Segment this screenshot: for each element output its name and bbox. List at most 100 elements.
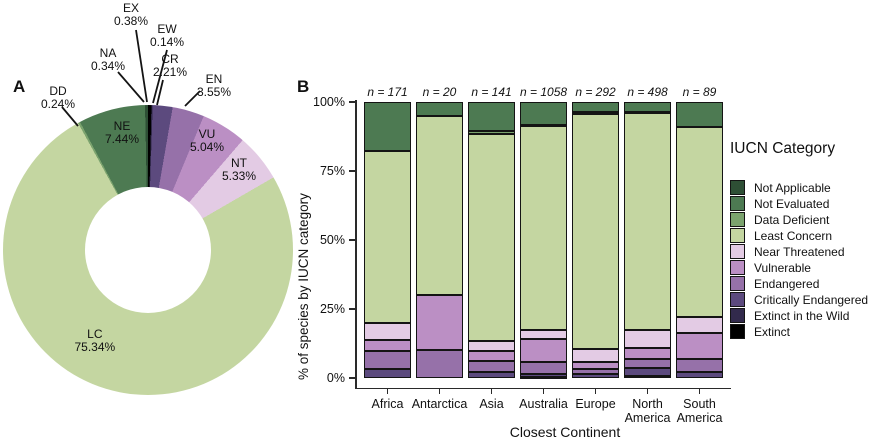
bar-segment-not-evaluated (364, 102, 411, 151)
legend-item-extinct-in-the-wild: Extinct in the Wild (728, 308, 873, 323)
donut-label-value: 3.55% (197, 84, 232, 99)
bar-stack (624, 102, 671, 378)
bar-segment-critically-endangered (624, 368, 671, 376)
bar-plot-area: n = 171 n = 20 n = 141 n = 1058 n = 292 n = 4… (357, 85, 727, 379)
panel-a-label: A (13, 77, 26, 96)
donut-chart (3, 105, 293, 395)
bar-segment-least-concern (468, 134, 515, 341)
x-tick-label: South America (676, 397, 723, 425)
legend-item-near-threatened: Near Threatened (728, 244, 873, 259)
x-axis-title: Closest Continent (509, 424, 621, 440)
x-tick-label: Antarctica (411, 397, 468, 411)
bar-segment-least-concern (416, 116, 463, 295)
donut-label-value: 0.38% (114, 13, 149, 28)
donut-label-en: EN 3.55% (197, 73, 231, 98)
bar-segment-not-evaluated (468, 102, 515, 131)
bar-segment-critically-endangered (468, 372, 515, 378)
bar-segment-near-threatened (364, 323, 411, 340)
bar-stack (676, 102, 723, 378)
bar-segment-data-deficient (572, 112, 619, 114)
bar-segment-vulnerable (520, 339, 567, 362)
bar-segment-vulnerable (416, 295, 463, 350)
bar-segment-vulnerable (364, 340, 411, 351)
donut-label-na: NA 0.34% (91, 47, 125, 72)
bar-count-label: n = 498 (627, 85, 668, 99)
donut-label-code: EX (123, 1, 140, 15)
bar-segment-extinct-in-the-wild (624, 376, 671, 378)
y-tick (349, 377, 355, 379)
y-tick-label: 50% (319, 232, 345, 247)
bar-segment-not-evaluated (520, 102, 567, 125)
donut-label-ne: NE 7.44% (105, 120, 139, 145)
bar-count-label: n = 292 (575, 85, 616, 99)
bar-segment-least-concern (364, 151, 411, 323)
y-tick (349, 239, 355, 241)
bar-segment-least-concern (520, 126, 567, 330)
bar-segment-endangered (364, 351, 411, 369)
legend-swatch (730, 276, 745, 291)
x-axis-line (355, 387, 731, 390)
bar-segment-extinct (520, 377, 567, 379)
bar-stack (364, 102, 411, 378)
bar-segment-not-evaluated (572, 102, 619, 112)
panel-a: A EX 0.38% EW 0.14% CR 2.21% EN 3.55% VU 5.04% NT 5… (0, 0, 310, 444)
donut-label-dd: DD 0.24% (41, 85, 75, 110)
donut-label-code: NA (99, 46, 117, 60)
x-tick-label: North America (624, 397, 671, 425)
legend-item-not-evaluated: Not Evaluated (728, 196, 873, 211)
legend: IUCN Category Not Applicable Not Evaluate… (728, 140, 873, 339)
bar-segment-critically-endangered (572, 374, 619, 378)
legend-label: Extinct (754, 325, 791, 339)
donut-label-code: LC (87, 327, 103, 341)
y-tick (349, 308, 355, 310)
x-tick-label: Africa (371, 397, 404, 411)
bar-segment-least-concern (572, 114, 619, 349)
bar-count-label: n = 141 (471, 85, 512, 99)
legend-label: Not Evaluated (754, 197, 830, 211)
bar-segment-near-threatened (624, 330, 671, 348)
bar-segment-not-evaluated (624, 102, 671, 112)
bar-segment-endangered (416, 350, 463, 378)
legend-swatch (730, 292, 745, 307)
bar-segment-critically-endangered (676, 372, 723, 378)
bar-stack (572, 102, 619, 378)
bar-segment-least-concern (624, 113, 671, 330)
bar-stack (520, 102, 567, 379)
legend-label: Data Deficient (754, 213, 830, 227)
bar-africa: n = 171 (364, 85, 411, 378)
bar-segment-not-evaluated (416, 102, 463, 116)
panel-b-label: B (297, 77, 310, 96)
donut-label-code: EN (205, 72, 223, 86)
bar-count-label: n = 171 (367, 85, 408, 99)
bar-segment-near-threatened (572, 349, 619, 362)
donut-label-value: 0.14% (150, 34, 185, 49)
bar-stack (468, 102, 515, 378)
legend-item-not-applicable: Not Applicable (728, 180, 873, 195)
donut-label-value: 0.24% (41, 96, 76, 111)
legend-label: Not Applicable (754, 181, 831, 195)
donut-label-value: 7.44% (105, 131, 140, 146)
bar-asia: n = 141 (468, 85, 515, 378)
donut-label-code: VU (198, 127, 216, 141)
x-tick (542, 389, 545, 394)
legend-item-extinct: Extinct (728, 324, 873, 339)
donut-label-code: NE (113, 119, 131, 133)
legend-swatch (730, 244, 745, 259)
y-tick (349, 101, 355, 103)
legend-label: Least Concern (754, 229, 833, 243)
bar-segment-not-evaluated (676, 102, 723, 127)
bar-count-label: n = 89 (682, 85, 717, 99)
bar-south-america: n = 89 (676, 85, 723, 378)
y-tick-label: 75% (319, 163, 345, 178)
donut-hole (85, 187, 211, 313)
donut-label-code: DD (49, 84, 67, 98)
bar-segment-data-deficient (468, 131, 515, 134)
bar-segment-endangered (468, 361, 515, 372)
bar-segment-endangered (572, 369, 619, 374)
donut-label-vu: VU 5.04% (190, 128, 224, 153)
donut-label-cr: CR 2.21% (153, 53, 187, 78)
bar-count-label: n = 20 (422, 85, 457, 99)
bar-australia: n = 1058 (520, 85, 567, 379)
legend-label: Endangered (754, 277, 820, 291)
